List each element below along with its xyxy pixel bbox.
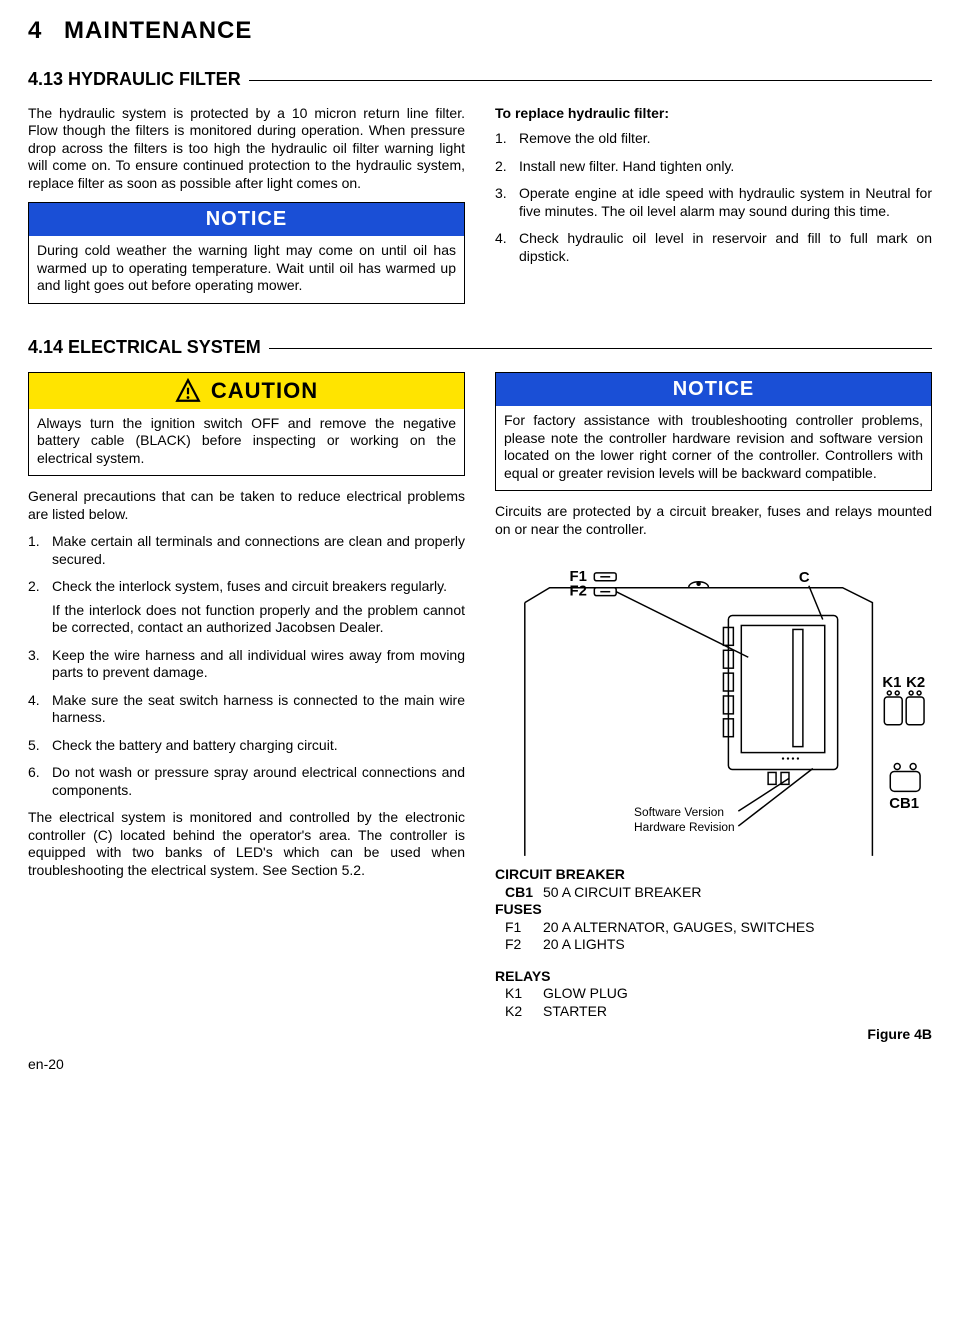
notice-body: During cold weather the warning light ma… [29,236,464,303]
definitions: CIRCUIT BREAKER CB1 50 A CIRCUIT BREAKER… [495,866,932,1020]
section-414-left: CAUTION Always turn the ignition switch … [28,372,465,1044]
figure-4b: F1 F2 C K1 K2 CB1 Software Version Hardw… [495,548,932,1044]
list-item: 4.Check hydraulic oil level in reservoir… [495,230,932,265]
notice-head: NOTICE [29,203,464,236]
list-item: 1.Make certain all terminals and connect… [28,533,465,568]
notice-box-414: NOTICE For factory assistance with troub… [495,372,932,491]
figure-label: Figure 4B [495,1026,932,1044]
page-number: en-20 [28,1056,932,1074]
diagram-label-f1: F1 [569,569,586,585]
caution-box: CAUTION Always turn the ignition switch … [28,372,465,476]
def-val: 50 A CIRCUIT BREAKER [543,884,932,902]
section-title-414: 4.14 ELECTRICAL SYSTEM [28,336,932,359]
list-item: 6.Do not wash or pressure spray around e… [28,764,465,799]
def-val: 20 A ALTERNATOR, GAUGES, SWITCHES [543,919,932,937]
para-414-tail: The electrical system is monitored and c… [28,809,465,879]
notice-box-413: NOTICE During cold weather the warning l… [28,202,465,304]
list-item: 1.Remove the old filter. [495,130,932,148]
controller-diagram: F1 F2 C K1 K2 CB1 Software Version Hardw… [495,548,932,856]
section-title-rule [249,80,932,81]
def-val: 20 A LIGHTS [543,936,932,954]
section-414-right: NOTICE For factory assistance with troub… [495,372,932,1044]
replace-head: To replace hydraulic filter: [495,105,932,123]
def-key: F1 [495,919,543,937]
section-title-rule [269,348,932,349]
list-item: 3.Operate engine at idle speed with hydr… [495,185,932,220]
step2-extra: If the interlock does not function prope… [52,602,465,637]
notice-body: For factory assistance with troubleshoot… [496,406,931,490]
caution-head: CAUTION [29,373,464,409]
section-414-columns: CAUTION Always turn the ignition switch … [28,372,932,1044]
list-item: 2.Check the interlock system, fuses and … [28,578,465,596]
chapter-title: MAINTENANCE [64,17,252,44]
def-row: F1 20 A ALTERNATOR, GAUGES, SWITCHES [495,919,932,937]
def-row: K2 STARTER [495,1003,932,1021]
section-title-label: 4.14 ELECTRICAL SYSTEM [28,336,261,359]
def-head-relays: RELAYS [495,968,932,986]
diagram-label-k1: K1 [882,675,901,691]
def-row: F2 20 A LIGHTS [495,936,932,954]
diagram-label-c: C [799,570,810,586]
chapter-number: 4 [28,17,42,44]
caution-body: Always turn the ignition switch OFF and … [29,409,464,476]
para-413-intro: The hydraulic system is protected by a 1… [28,105,465,193]
list-item: 3.Keep the wire harness and all individu… [28,647,465,682]
section-title-label: 4.13 HYDRAULIC FILTER [28,68,241,91]
diagram-label-f2: F2 [569,584,586,600]
chapter-header: 4 MAINTENANCE [28,16,932,46]
def-key: K2 [495,1003,543,1021]
def-head-cb: CIRCUIT BREAKER [495,866,932,884]
precaution-steps-cont: 3.Keep the wire harness and all individu… [28,647,465,800]
def-key: CB1 [495,884,543,902]
def-val: GLOW PLUG [543,985,932,1003]
list-item: 5.Check the battery and battery charging… [28,737,465,755]
section-413-right: To replace hydraulic filter: 1.Remove th… [495,105,932,316]
list-item: 2.Install new filter. Hand tighten only. [495,158,932,176]
diagram-label-hw: Hardware Revision [634,820,735,834]
def-head-fuses: FUSES [495,901,932,919]
para-414-intro: General precautions that can be taken to… [28,488,465,523]
def-key: F2 [495,936,543,954]
def-val: STARTER [543,1003,932,1021]
section-title-413: 4.13 HYDRAULIC FILTER [28,68,932,91]
section-413-columns: The hydraulic system is protected by a 1… [28,105,932,316]
list-item: 4.Make sure the seat switch harness is c… [28,692,465,727]
precaution-steps: 1.Make certain all terminals and connect… [28,533,465,596]
def-key: K1 [495,985,543,1003]
replace-steps: 1.Remove the old filter. 2.Install new f… [495,130,932,265]
diagram-label-cb1: CB1 [889,796,919,812]
def-row: CB1 50 A CIRCUIT BREAKER [495,884,932,902]
caution-head-text: CAUTION [211,377,318,405]
notice-head: NOTICE [496,373,931,406]
section-413-left: The hydraulic system is protected by a 1… [28,105,465,316]
diagram-label-k2: K2 [906,675,925,691]
para-circuits: Circuits are protected by a circuit brea… [495,503,932,538]
warning-icon [175,378,201,404]
def-row: K1 GLOW PLUG [495,985,932,1003]
diagram-label-sw: Software Version [634,805,724,819]
